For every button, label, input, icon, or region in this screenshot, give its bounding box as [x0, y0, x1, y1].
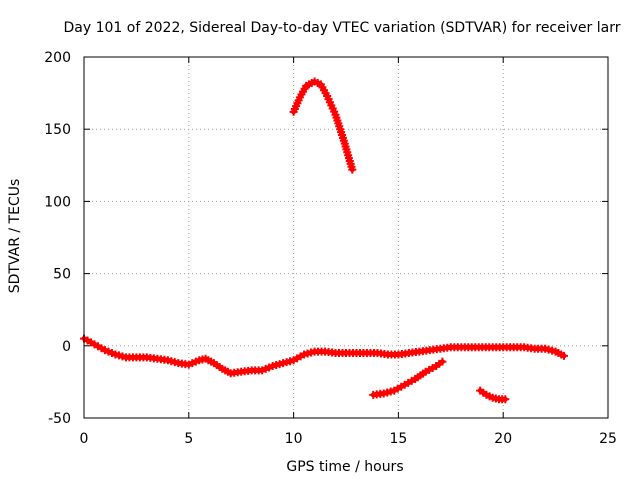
data-series	[80, 77, 568, 404]
x-tick-label: 15	[389, 431, 407, 447]
x-tick-label: 25	[599, 431, 617, 447]
axis-ticks: 0 5 10 15 20 25 -50 0 50 100 150 200	[44, 50, 617, 447]
series-arc-3	[352, 343, 568, 360]
data-point	[501, 395, 510, 404]
plot-frame	[83, 56, 609, 419]
data-point	[438, 357, 447, 366]
y-tick-label: 100	[44, 194, 71, 210]
y-tick-label: -50	[48, 411, 71, 427]
data-point	[559, 351, 568, 360]
y-tick-label: 200	[44, 50, 71, 66]
chart-title: Day 101 of 2022, Sidereal Day-to-day VTE…	[64, 20, 621, 36]
x-tick-label: 10	[285, 431, 303, 447]
series-arc-2	[289, 77, 357, 174]
y-tick-label: 150	[44, 122, 71, 138]
x-tick-label: 0	[80, 431, 89, 447]
x-tick-label: 5	[184, 431, 193, 447]
series-arc-1	[80, 334, 361, 378]
y-tick-label: 50	[53, 267, 71, 283]
series-arc-5	[476, 386, 510, 404]
series-arc-4	[369, 357, 447, 399]
y-tick-label: 0	[62, 339, 71, 355]
x-axis-label: GPS time / hours	[286, 459, 403, 475]
grid	[84, 57, 608, 418]
data-point	[348, 165, 357, 174]
y-axis-label: SDTVAR / TECUs	[7, 179, 23, 294]
x-tick-label: 20	[494, 431, 512, 447]
